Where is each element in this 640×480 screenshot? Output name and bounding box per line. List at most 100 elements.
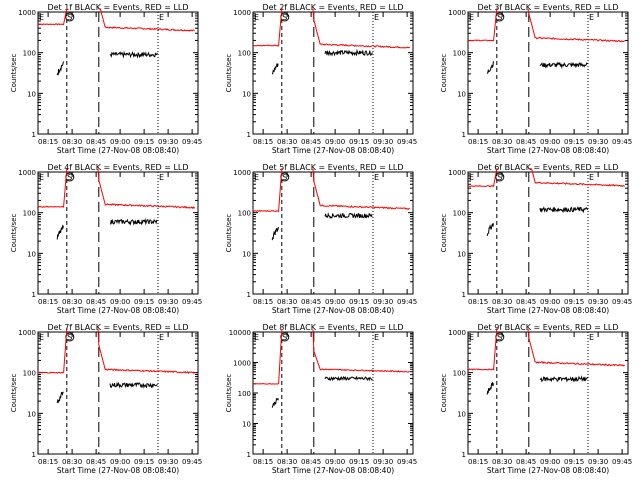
plot-frame bbox=[467, 331, 629, 455]
x-tick-label: 08:15 bbox=[253, 138, 273, 146]
x-tick-label: 08:45 bbox=[86, 458, 106, 466]
y-tick-label: 100 bbox=[238, 50, 251, 58]
y-axis-label: Counts/sec bbox=[440, 54, 448, 93]
x-axis-label: Start Time (27-Nov-08 08:08:40) bbox=[57, 146, 179, 155]
x-tick-label: 08:30 bbox=[277, 458, 297, 466]
x-tick-label: 08:45 bbox=[516, 458, 536, 466]
y-tick-label: 1 bbox=[247, 291, 251, 299]
x-tick-label: 08:30 bbox=[62, 138, 82, 146]
events-series-line-post bbox=[539, 206, 588, 214]
x-tick-label: 08:45 bbox=[301, 298, 321, 306]
x-tick-label: 09:30 bbox=[373, 298, 393, 306]
y-tick-label: 1 bbox=[32, 291, 36, 299]
x-tick-label: 08:30 bbox=[277, 138, 297, 146]
events-series-line bbox=[486, 61, 494, 74]
events-series-line-post bbox=[110, 217, 158, 226]
marker-label-e1: E bbox=[254, 333, 259, 342]
x-tick-label: 08:30 bbox=[277, 298, 297, 306]
saa-circle bbox=[495, 172, 505, 182]
y-tick-label: 1000 bbox=[448, 169, 466, 177]
events-series-line bbox=[271, 397, 279, 408]
x-tick-label: 09:30 bbox=[158, 138, 178, 146]
x-tick-label: 08:15 bbox=[253, 298, 273, 306]
x-tick-label: 09:45 bbox=[182, 298, 202, 306]
y-tick-label: 100 bbox=[453, 50, 466, 58]
x-tick-label: 09:00 bbox=[325, 138, 345, 146]
marker-label-s: S bbox=[282, 173, 287, 182]
chart-title: Det 7f BLACK = Events, RED = LLD bbox=[47, 323, 188, 332]
lld-series-line-post bbox=[98, 8, 195, 32]
marker-label-e1: E bbox=[254, 13, 259, 22]
x-tick-label: 09:45 bbox=[612, 298, 632, 306]
lld-series-line bbox=[252, 329, 283, 385]
y-tick-label: 1 bbox=[247, 131, 251, 139]
lld-series-line-post bbox=[527, 8, 626, 43]
marker-label-s: S bbox=[282, 13, 287, 22]
marker-label-e2: E bbox=[374, 173, 379, 182]
chart-panel-2: Det 2f BLACK = Events, RED = LLD 1 10 100 10… bbox=[225, 3, 417, 155]
x-tick-label: 09:45 bbox=[397, 458, 417, 466]
chart-panel-3: Det 3f BLACK = Events, RED = LLD 1 10 100 10… bbox=[440, 3, 632, 155]
x-tick-label: 08:30 bbox=[62, 458, 82, 466]
x-tick-label: 09:00 bbox=[110, 458, 130, 466]
lld-series-line bbox=[37, 328, 68, 374]
y-tick-label: 10 bbox=[457, 410, 466, 418]
events-series-line bbox=[271, 63, 279, 75]
marker-label-e2: E bbox=[589, 13, 594, 22]
x-tick-label: 09:30 bbox=[588, 138, 608, 146]
y-tick-label: 1000 bbox=[448, 9, 466, 17]
events-series-line-post bbox=[539, 375, 588, 383]
plot-frame bbox=[37, 11, 199, 135]
y-tick-label: 1 bbox=[247, 451, 251, 459]
events-series-line-post bbox=[324, 212, 373, 220]
y-tick-label: 1000 bbox=[18, 329, 36, 337]
chart-title: Det 3f BLACK = Events, RED = LLD bbox=[477, 3, 618, 12]
y-tick-label: 1000 bbox=[18, 9, 36, 17]
marker-label-e2: E bbox=[159, 333, 164, 342]
x-tick-label: 09:15 bbox=[564, 298, 584, 306]
x-axis-label: Start Time (27-Nov-08 08:08:40) bbox=[487, 146, 609, 155]
y-tick-label: 100 bbox=[23, 50, 36, 58]
chart-title: Det 5f BLACK = Events, RED = LLD bbox=[262, 163, 403, 172]
lld-series-line bbox=[252, 8, 283, 47]
plot-frame bbox=[467, 171, 629, 295]
saa-circle bbox=[280, 332, 290, 342]
lld-series-line bbox=[37, 8, 68, 26]
plot-frame bbox=[252, 331, 414, 455]
x-tick-label: 09:00 bbox=[325, 458, 345, 466]
lld-series-line-post bbox=[527, 328, 625, 367]
chart-panel-9: Det 9f BLACK = Events, RED = LLD 1 10 100 10… bbox=[440, 323, 632, 475]
y-tick-label: 100 bbox=[238, 210, 251, 218]
x-tick-label: 09:15 bbox=[564, 138, 584, 146]
x-tick-label: 09:45 bbox=[397, 298, 417, 306]
events-series-line-post bbox=[109, 381, 158, 389]
x-tick-label: 09:30 bbox=[588, 298, 608, 306]
x-axis-label: Start Time (27-Nov-08 08:08:40) bbox=[57, 306, 179, 315]
lld-series-line-post bbox=[97, 168, 196, 210]
plot-frame bbox=[252, 171, 414, 295]
y-tick-label: 10 bbox=[242, 421, 251, 429]
x-tick-label: 08:45 bbox=[301, 138, 321, 146]
x-axis-label: Start Time (27-Nov-08 08:08:40) bbox=[487, 466, 609, 475]
marker-label-s: S bbox=[67, 173, 72, 182]
x-tick-label: 08:15 bbox=[468, 138, 488, 146]
x-tick-label: 09:00 bbox=[540, 298, 560, 306]
y-tick-label: 1000 bbox=[448, 329, 466, 337]
chart-panel-1: Det 1f BLACK = Events, RED = LLD 1 10 100 10… bbox=[10, 3, 202, 155]
marker-label-s: S bbox=[497, 333, 502, 342]
y-tick-label: 10 bbox=[242, 250, 251, 258]
y-axis-label: Counts/sec bbox=[225, 374, 233, 413]
marker-label-e1: E bbox=[469, 173, 474, 182]
y-tick-label: 1000 bbox=[233, 9, 251, 17]
x-tick-label: 09:15 bbox=[349, 458, 369, 466]
chart-title: Det 9f BLACK = Events, RED = LLD bbox=[477, 323, 618, 332]
x-tick-label: 09:00 bbox=[540, 458, 560, 466]
lld-series-line-post bbox=[97, 328, 196, 375]
y-tick-label: 10 bbox=[27, 250, 36, 258]
x-axis-label: Start Time (27-Nov-08 08:08:40) bbox=[272, 306, 394, 315]
events-series-line bbox=[56, 224, 64, 240]
y-tick-label: 10 bbox=[242, 90, 251, 98]
x-tick-label: 08:30 bbox=[492, 138, 512, 146]
x-tick-label: 08:45 bbox=[301, 458, 321, 466]
